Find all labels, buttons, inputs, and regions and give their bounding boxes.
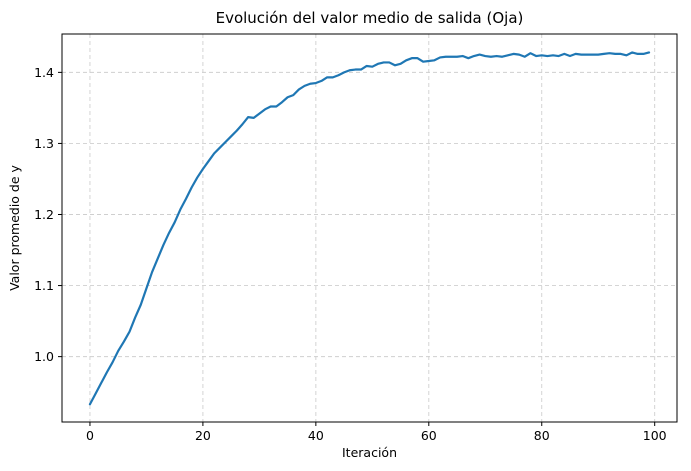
series-layer bbox=[88, 51, 651, 406]
series-line bbox=[88, 51, 651, 406]
y-tick-label: 1.1 bbox=[34, 278, 54, 293]
y-tick-label: 1.3 bbox=[34, 136, 54, 151]
grid bbox=[62, 34, 677, 422]
y-axis-label: Valor promedio de y bbox=[7, 164, 22, 290]
plot-frame bbox=[61, 33, 678, 423]
chart-title: Evolución del valor medio de salida (Oja… bbox=[216, 9, 524, 27]
x-tick-label: 60 bbox=[421, 428, 437, 443]
y-tick-label: 1.4 bbox=[34, 65, 54, 80]
x-tick-label: 20 bbox=[195, 428, 211, 443]
x-tick-label: 80 bbox=[534, 428, 550, 443]
x-tick-label: 40 bbox=[308, 428, 324, 443]
x-axis-label: Iteración bbox=[342, 445, 397, 460]
x-tick-label: 100 bbox=[643, 428, 667, 443]
y-tick-label: 1.2 bbox=[34, 207, 54, 222]
x-tick-label: 0 bbox=[86, 428, 94, 443]
y-tick-label: 1.0 bbox=[34, 349, 54, 364]
x-axis: 0 20 40 60 80 100 bbox=[86, 422, 667, 443]
y-axis: 1.0 1.1 1.2 1.3 1.4 bbox=[34, 65, 62, 364]
